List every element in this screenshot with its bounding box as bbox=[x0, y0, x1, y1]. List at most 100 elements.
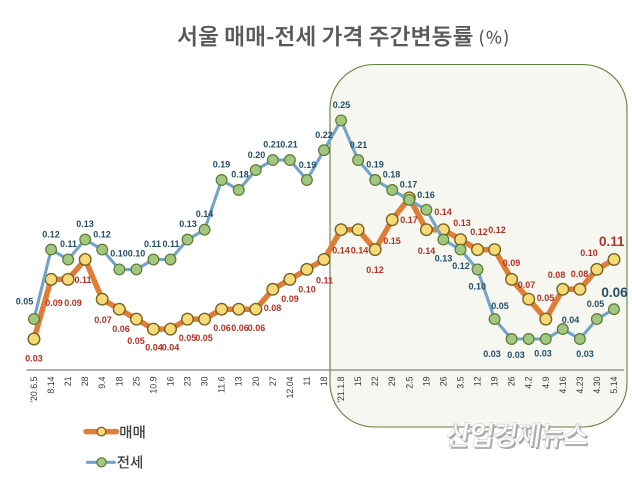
svg-text:0.03: 0.03 bbox=[534, 348, 552, 358]
svg-text:27: 27 bbox=[268, 376, 278, 386]
svg-text:'20.6.5: '20.6.5 bbox=[29, 376, 39, 402]
svg-text:0.21: 0.21 bbox=[280, 139, 298, 149]
svg-text:22: 22 bbox=[370, 376, 380, 386]
svg-text:0.15: 0.15 bbox=[383, 236, 401, 246]
svg-text:0.09: 0.09 bbox=[281, 294, 299, 304]
svg-text:8.14: 8.14 bbox=[46, 376, 56, 393]
svg-text:0.12: 0.12 bbox=[366, 265, 384, 275]
svg-text:0.06: 0.06 bbox=[213, 323, 231, 333]
svg-text:2.5: 2.5 bbox=[404, 376, 414, 388]
svg-text:0.09: 0.09 bbox=[503, 258, 521, 268]
svg-text:0.04: 0.04 bbox=[562, 315, 580, 325]
svg-text:0.10: 0.10 bbox=[298, 284, 316, 294]
svg-text:0.13: 0.13 bbox=[435, 253, 453, 263]
svg-text:0.11: 0.11 bbox=[162, 239, 179, 249]
svg-text:19: 19 bbox=[421, 376, 431, 386]
svg-text:4.2: 4.2 bbox=[524, 376, 534, 388]
svg-text:0.17: 0.17 bbox=[400, 179, 418, 189]
svg-text:0.03: 0.03 bbox=[25, 353, 43, 363]
svg-text:0.10: 0.10 bbox=[110, 248, 128, 258]
svg-text:0.20: 0.20 bbox=[248, 150, 266, 160]
svg-text:0.06: 0.06 bbox=[248, 323, 266, 333]
svg-text:23: 23 bbox=[183, 376, 193, 386]
svg-text:0.14: 0.14 bbox=[351, 245, 369, 255]
svg-text:10.9: 10.9 bbox=[148, 376, 158, 393]
svg-text:0.11: 0.11 bbox=[599, 234, 625, 249]
svg-text:12.04: 12.04 bbox=[285, 376, 295, 398]
svg-text:26: 26 bbox=[507, 376, 517, 386]
svg-text:4.9: 4.9 bbox=[541, 376, 551, 388]
svg-text:12: 12 bbox=[473, 376, 483, 386]
svg-text:0.18: 0.18 bbox=[383, 170, 401, 180]
svg-text:0.14: 0.14 bbox=[418, 246, 436, 256]
svg-text:0.03: 0.03 bbox=[507, 350, 525, 360]
svg-text:0.08: 0.08 bbox=[571, 269, 589, 279]
svg-text:0.14: 0.14 bbox=[434, 207, 452, 217]
svg-text:15: 15 bbox=[353, 376, 363, 386]
svg-text:9.4: 9.4 bbox=[97, 376, 107, 388]
svg-text:30: 30 bbox=[200, 376, 210, 386]
svg-text:0.18: 0.18 bbox=[231, 170, 249, 180]
svg-text:0.11: 0.11 bbox=[144, 239, 161, 249]
svg-text:0.12: 0.12 bbox=[488, 225, 506, 235]
svg-text:19: 19 bbox=[490, 376, 500, 386]
svg-text:0.21: 0.21 bbox=[350, 140, 368, 150]
svg-text:0.17: 0.17 bbox=[400, 215, 418, 225]
svg-text:29: 29 bbox=[387, 376, 397, 386]
svg-text:0.05: 0.05 bbox=[16, 296, 34, 306]
svg-text:0.05: 0.05 bbox=[127, 336, 145, 346]
svg-text:16: 16 bbox=[166, 376, 176, 386]
svg-text:0.12: 0.12 bbox=[470, 227, 488, 237]
svg-text:0.21: 0.21 bbox=[263, 139, 281, 149]
svg-text:0.07: 0.07 bbox=[518, 280, 536, 290]
svg-text:28: 28 bbox=[80, 376, 90, 386]
svg-text:0.11: 0.11 bbox=[60, 239, 77, 249]
svg-text:0.13: 0.13 bbox=[76, 219, 94, 229]
svg-text:4.23: 4.23 bbox=[575, 376, 585, 393]
svg-text:0.09: 0.09 bbox=[64, 298, 82, 308]
svg-text:0.14: 0.14 bbox=[196, 209, 214, 219]
svg-text:4.30: 4.30 bbox=[592, 376, 602, 393]
svg-text:0.11: 0.11 bbox=[316, 275, 333, 285]
svg-text:0.12: 0.12 bbox=[93, 229, 111, 239]
svg-text:4.16: 4.16 bbox=[558, 376, 568, 393]
svg-text:0.08: 0.08 bbox=[548, 270, 566, 280]
svg-text:5.14: 5.14 bbox=[609, 376, 619, 393]
svg-text:0.04: 0.04 bbox=[162, 342, 180, 352]
svg-text:0.12: 0.12 bbox=[452, 261, 470, 271]
svg-text:26: 26 bbox=[438, 376, 448, 386]
svg-text:0.04: 0.04 bbox=[145, 342, 163, 352]
svg-text:0.11: 0.11 bbox=[74, 275, 91, 285]
svg-text:0.12: 0.12 bbox=[42, 229, 60, 239]
svg-text:18: 18 bbox=[319, 376, 329, 386]
svg-text:0.19: 0.19 bbox=[213, 160, 231, 170]
svg-text:0.07: 0.07 bbox=[94, 315, 112, 325]
svg-text:0.25: 0.25 bbox=[333, 100, 351, 110]
svg-text:0.09: 0.09 bbox=[45, 298, 63, 308]
svg-text:0.22: 0.22 bbox=[315, 130, 333, 140]
svg-text:0.10: 0.10 bbox=[580, 248, 598, 258]
svg-text:25: 25 bbox=[131, 376, 141, 386]
svg-text:0.06: 0.06 bbox=[112, 324, 130, 334]
svg-text:0.16: 0.16 bbox=[417, 190, 435, 200]
svg-text:0.05: 0.05 bbox=[179, 333, 197, 343]
svg-text:0.13: 0.13 bbox=[179, 219, 197, 229]
svg-text:0.05: 0.05 bbox=[587, 299, 605, 309]
svg-text:0.14: 0.14 bbox=[332, 245, 350, 255]
svg-text:0.19: 0.19 bbox=[366, 160, 384, 170]
svg-text:0.08: 0.08 bbox=[264, 303, 282, 313]
svg-text:11.6: 11.6 bbox=[217, 376, 227, 393]
svg-text:0.06: 0.06 bbox=[231, 323, 249, 333]
svg-text:18: 18 bbox=[114, 376, 124, 386]
svg-text:13: 13 bbox=[234, 376, 244, 386]
svg-text:21: 21 bbox=[63, 376, 73, 386]
svg-text:3.5: 3.5 bbox=[456, 376, 466, 388]
svg-text:0.19: 0.19 bbox=[299, 160, 317, 170]
svg-text:0.06: 0.06 bbox=[601, 285, 628, 300]
svg-text:20: 20 bbox=[251, 376, 261, 386]
svg-text:0.05: 0.05 bbox=[491, 301, 509, 311]
svg-text:0.03: 0.03 bbox=[483, 349, 501, 359]
svg-text:0.10: 0.10 bbox=[469, 282, 487, 292]
svg-text:0.05: 0.05 bbox=[537, 293, 555, 303]
svg-text:'21.1.8: '21.1.8 bbox=[336, 376, 346, 402]
